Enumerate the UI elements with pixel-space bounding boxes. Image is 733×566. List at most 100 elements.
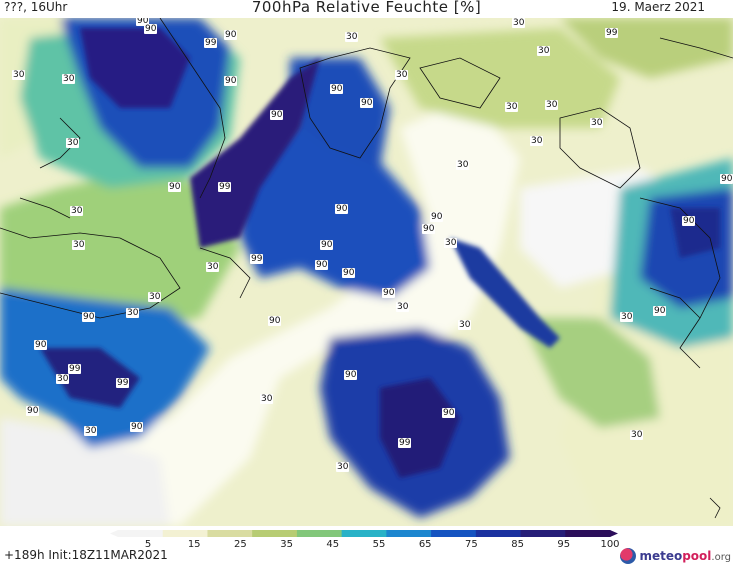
map-value-label: 90 [34, 340, 48, 350]
map-value-label: 30 [206, 262, 220, 272]
map-value-label: 90 [168, 182, 182, 192]
humidity-field [0, 18, 733, 526]
colorbar-bin [162, 530, 208, 537]
map-value-label: 30 [444, 238, 458, 248]
colorbar-tick-label: 15 [187, 539, 201, 550]
map-value-label: 30 [70, 206, 84, 216]
map-value-label: 90 [720, 174, 733, 184]
map-value-label: 30 [62, 74, 76, 84]
map-value-label: 90 [268, 316, 282, 326]
colorbar-bin [520, 530, 566, 537]
colorbar-bin [296, 530, 343, 537]
map-value-label: 30 [148, 292, 162, 302]
colorbar-bin [207, 530, 253, 537]
colorbar-tick-label: 100 [600, 539, 620, 550]
meteopool-logo-icon [620, 548, 637, 564]
map-value-label: 99 [218, 182, 232, 192]
map-value-label: 99 [250, 254, 264, 264]
colorbar-bin [386, 530, 432, 537]
humidity-map: 90 90 99 90 30 30 30 30 99 90 30 90 30 3… [0, 18, 733, 526]
map-value-label: 30 [260, 394, 274, 404]
map-value-label: 90 [344, 370, 358, 380]
map-value-label: 30 [84, 426, 98, 436]
brand-name-a: meteo [639, 549, 683, 563]
colorbar-tick-label: 35 [280, 539, 293, 550]
map-value-label: 90 [422, 224, 436, 234]
brand-name-b: pool [682, 549, 712, 563]
colorbar-bin [252, 530, 298, 537]
map-value-label: 30 [630, 430, 644, 440]
colorbar-bin [341, 530, 387, 537]
map-value-label: 90 [224, 76, 238, 86]
map-value-label: 90 [26, 406, 40, 416]
map-value-label: 99 [116, 378, 130, 388]
map-value-label: 30 [545, 100, 559, 110]
colorbar-tick-label: 5 [144, 539, 152, 550]
map-value-label: 90 [682, 216, 696, 226]
map-value-label: 99 [398, 438, 412, 448]
map-value-label: 90 [342, 268, 356, 278]
map-value-label: 90 [270, 110, 284, 120]
map-value-label: 30 [530, 136, 544, 146]
colorbar-tick-label: 65 [418, 539, 432, 550]
colorbar-tick-label: 55 [372, 539, 386, 550]
brand-name: meteopool.org [639, 549, 731, 563]
map-value-label: 90 [382, 288, 396, 298]
map-value-label: 99 [605, 28, 619, 38]
colorbar [110, 530, 618, 537]
map-value-label: 30 [56, 374, 70, 384]
coastlines [0, 18, 733, 519]
colorbar-bin [118, 530, 164, 537]
map-value-label: 90 [315, 260, 329, 270]
map-value-label: 90 [144, 24, 158, 34]
map-value-label: 90 [130, 422, 144, 432]
colorbar-ticks: 5 15 25 35 45 55 65 75 85 95 100 [0, 539, 733, 551]
map-value-label: 90 [442, 408, 456, 418]
map-value-label: 99 [68, 364, 82, 374]
colorbar-bin [475, 530, 522, 537]
map-value-label: 90 [320, 240, 334, 250]
map-value-label: 30 [126, 308, 140, 318]
map-value-label: 90 [330, 84, 344, 94]
brand-name-c: .org [711, 552, 731, 563]
brand-logo[interactable]: meteopool.org [620, 548, 731, 564]
map-value-label: 30 [72, 240, 86, 250]
colorbar-tick-label: 75 [465, 539, 478, 550]
map-value-label: 90 [136, 18, 150, 26]
colorbar-arrow-left [110, 530, 118, 537]
valid-date: 19. Maerz 2021 [611, 0, 705, 14]
map-value-label: 30 [345, 32, 359, 42]
map-value-label: 30 [396, 302, 410, 312]
map-value-label: 30 [537, 46, 551, 56]
colorbar-tick-label: 85 [511, 539, 524, 550]
map-value-label: 99 [204, 38, 218, 48]
map-value-label: 30 [66, 138, 80, 148]
colorbar-tick-label: 45 [326, 539, 340, 550]
map-value-label: 90 [224, 30, 238, 40]
map-value-label: 30 [458, 320, 472, 330]
map-value-label: 90 [360, 98, 374, 108]
map-value-label: 30 [620, 312, 634, 322]
map-value-label: 30 [590, 118, 604, 128]
map-value-label: 90 [430, 212, 444, 222]
map-value-label: 90 [335, 204, 349, 214]
colorbar-arrow-right [610, 530, 618, 537]
map-value-label: 30 [456, 160, 470, 170]
valid-time: ???, 16Uhr [4, 0, 68, 14]
header: ???, 16Uhr 700hPa Relative Feuchte [%] 1… [0, 0, 733, 18]
map-value-label: 90 [82, 312, 96, 322]
run-info: +189h Init:18Z11MAR2021 [4, 548, 168, 562]
color-legend: 5 15 25 35 45 55 65 75 85 95 100 +189h Init:18Z11M… [0, 526, 733, 566]
colorbar-tick-label: 95 [557, 539, 571, 550]
map-value-label: 30 [512, 18, 526, 28]
colorbar-bin [565, 530, 611, 537]
map-title: 700hPa Relative Feuchte [%] [251, 0, 482, 16]
colorbar-bin [431, 530, 477, 537]
map-value-label: 30 [12, 70, 26, 80]
map-value-label: 30 [505, 102, 519, 112]
map-value-label: 30 [395, 70, 409, 80]
colorbar-bins [118, 530, 611, 537]
map-value-label: 30 [336, 462, 350, 472]
colorbar-tick-label: 25 [234, 539, 247, 550]
map-value-label: 90 [653, 306, 667, 316]
